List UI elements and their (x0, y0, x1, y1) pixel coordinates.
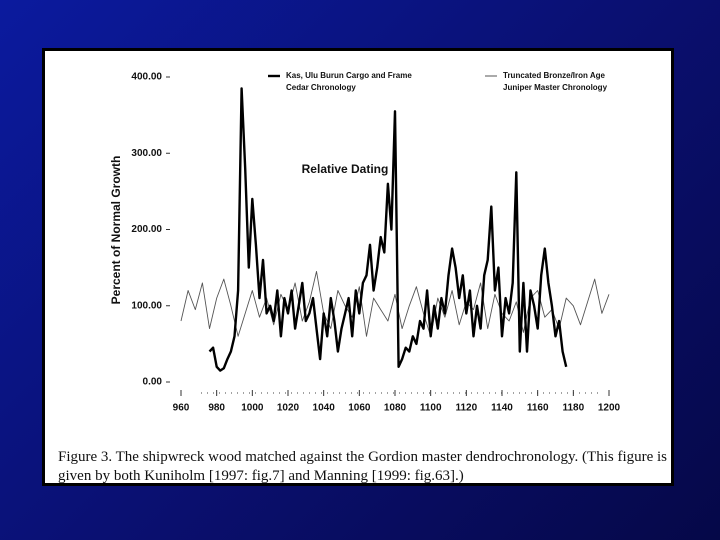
y-tick-label: 200.00 (131, 224, 162, 235)
x-axis-label: Relative Dating (302, 162, 389, 176)
x-tick-label: 1140 (491, 403, 513, 414)
x-tick-label: 960 (173, 403, 190, 414)
x-tick-label: 1000 (241, 403, 264, 414)
x-tick-label: 1080 (384, 403, 407, 414)
x-tick-label: 1020 (277, 403, 300, 414)
x-tick-label: 1120 (455, 403, 477, 414)
legend-label: Truncated Bronze/Iron Age (503, 71, 605, 80)
series-line (180, 270, 610, 337)
x-tick-label: 1060 (348, 403, 371, 414)
x-tick-label: 1160 (527, 403, 549, 414)
y-tick-label: 0.00 (143, 377, 163, 388)
x-tick-label: 1100 (420, 403, 442, 414)
legend-description: Juniper Master Chronology (503, 83, 608, 92)
x-tick-label: 1040 (313, 403, 336, 414)
legend-description: Cedar Chronology (286, 83, 356, 92)
x-tick-label: 1180 (562, 403, 584, 414)
caption: Figure 3. The shipwreck wood matched aga… (58, 449, 668, 484)
series-line (208, 87, 568, 372)
y-tick-label: 400.00 (131, 72, 162, 83)
y-axis-label: Percent of Normal Growth (109, 156, 123, 305)
legend-label: Kas, Ulu Burun Cargo and Frame (286, 71, 412, 80)
figure-panel (42, 48, 674, 486)
y-tick-label: 300.00 (131, 148, 162, 159)
x-tick-label: 1200 (598, 403, 621, 414)
y-tick-label: 100.00 (131, 300, 162, 311)
x-tick-label: 980 (208, 403, 225, 414)
